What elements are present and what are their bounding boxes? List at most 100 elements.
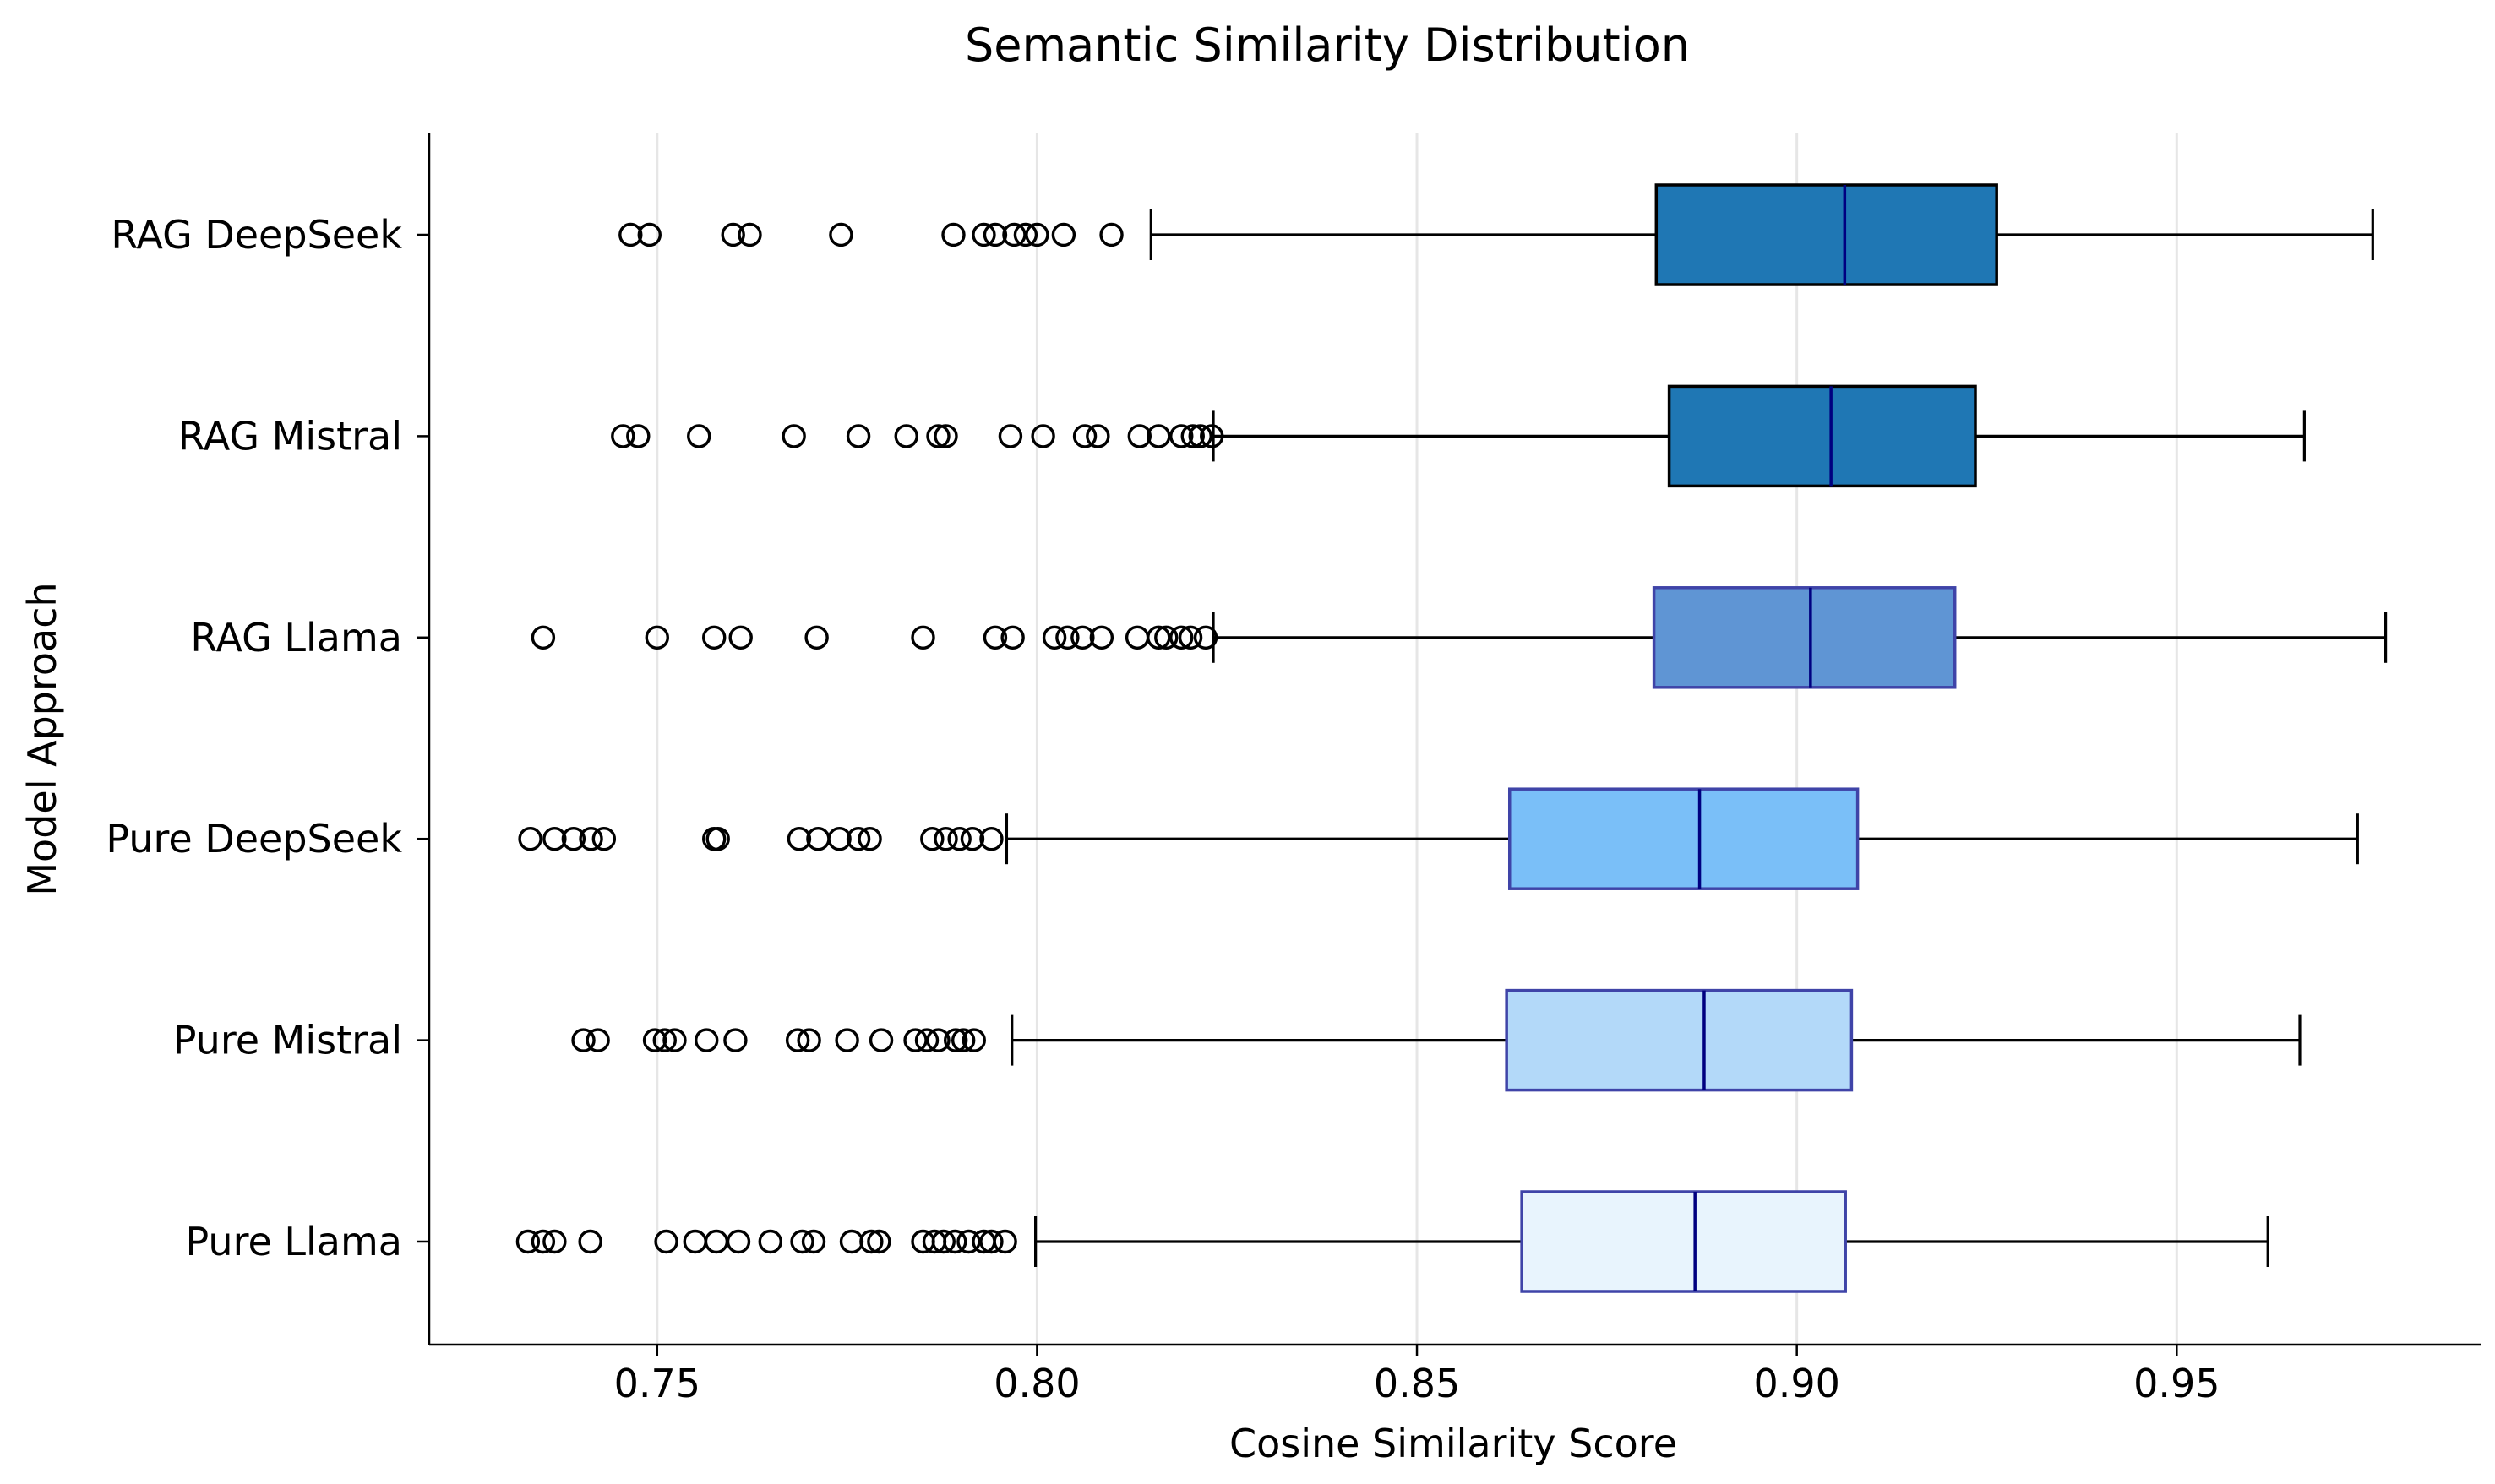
outlier-point [801, 1229, 826, 1254]
y-tick-label: Pure Llama [185, 1219, 402, 1264]
outlier-point [962, 1028, 986, 1052]
outlier-point [1200, 424, 1224, 448]
iqr-box [1654, 183, 1998, 286]
outlier-point [839, 1229, 864, 1254]
outlier-point [1086, 424, 1110, 448]
outlier-point [1180, 424, 1205, 448]
y-tick-label: RAG DeepSeek [111, 212, 402, 258]
x-tick-label: 0.85 [1374, 1361, 1460, 1406]
outlier-point [728, 625, 753, 650]
outlier-point [926, 1028, 951, 1052]
outlier-point [518, 827, 542, 851]
outlier-point [578, 1229, 602, 1254]
outlier-point [1013, 222, 1038, 247]
iqr-box [1652, 586, 1957, 689]
outlier-point [561, 827, 586, 851]
outlier-point [1154, 625, 1179, 650]
outlier-point [662, 1028, 687, 1052]
chart-title: Semantic Similarity Distribution [965, 19, 1690, 72]
outlier-point [1188, 424, 1212, 448]
boxplot-group [618, 183, 2374, 286]
outlier-point [983, 625, 1008, 650]
outlier-point [979, 1229, 1004, 1254]
x-tick-label: 0.80 [994, 1361, 1080, 1406]
outlier-point [721, 222, 745, 247]
outlier-point [683, 1229, 707, 1254]
outlier-point [1169, 625, 1194, 650]
outlier-point [943, 1028, 968, 1052]
outlier-point [846, 424, 871, 448]
outlier-point [654, 1229, 678, 1254]
outlier-point [586, 1028, 610, 1052]
outlier-point [1031, 424, 1055, 448]
outlier-point [931, 1229, 956, 1254]
x-axis-label: Cosine Similarity Score [1229, 1421, 1677, 1466]
outlier-point [943, 1229, 967, 1254]
box-layer [515, 183, 2388, 1293]
outlier-point [947, 827, 972, 851]
outlier-point [804, 625, 829, 650]
outlier-point [1147, 424, 1171, 448]
outlier-point [702, 625, 727, 650]
x-tick-label: 0.90 [1753, 1361, 1839, 1406]
outlier-point [591, 827, 617, 851]
outlier-point [726, 1229, 751, 1254]
outlier-point [827, 827, 852, 851]
outlier-point [1042, 625, 1067, 650]
outlier-point [704, 1229, 729, 1254]
boxplot-group [611, 384, 2306, 488]
outlier-point [911, 625, 935, 650]
x-tick-layer: 0.75 0.80 0.85 0.90 0.95 [614, 1345, 2220, 1406]
outlier-point [914, 1028, 940, 1052]
outlier-point [1072, 424, 1098, 448]
outlier-point [956, 1229, 981, 1254]
axes-layer [428, 133, 2481, 1346]
outlier-point [1055, 625, 1080, 650]
outlier-point [531, 625, 556, 650]
y-tick-label: Pure Mistral [173, 1018, 402, 1063]
outlier-point [998, 424, 1023, 448]
outlier-point [782, 424, 806, 448]
outlier-point [1070, 625, 1095, 650]
outlier-point [894, 424, 918, 448]
outlier-point [738, 222, 762, 247]
outlier-point [785, 1028, 810, 1052]
outlier-point [1147, 625, 1171, 650]
outlier-point [695, 1028, 719, 1052]
outlier-point [790, 1229, 814, 1254]
outlier-point [637, 222, 662, 247]
iqr-box [1507, 787, 1860, 890]
outlier-point [1169, 424, 1194, 448]
outlier-point [611, 424, 635, 448]
outlier-point [993, 1229, 1017, 1254]
outlier-point [846, 827, 871, 851]
outlier-point [1127, 424, 1152, 448]
x-tick-label: 0.95 [2133, 1361, 2220, 1406]
outlier-point [920, 827, 945, 851]
outlier-point [1125, 625, 1150, 650]
outlier-point [531, 1229, 556, 1254]
outlier-point [859, 1229, 884, 1254]
outlier-point [1178, 625, 1203, 650]
outlier-point [941, 222, 966, 247]
outlier-point [542, 1229, 567, 1254]
y-tick-layer: Pure Llama Pure Mistral Pure DeepSeek RAG L… [106, 212, 429, 1264]
outlier-point [869, 1028, 894, 1052]
boxplot-group [571, 988, 2302, 1092]
outlier-point [705, 827, 730, 851]
outlier-point [787, 827, 812, 851]
boxplot-group [515, 1190, 2269, 1293]
outlier-point [1193, 625, 1218, 650]
outlier-point [626, 424, 651, 448]
outlier-point [934, 424, 958, 448]
outlier-point [723, 1028, 748, 1052]
y-tick-label: RAG Mistral [178, 413, 402, 459]
boxplot-group [531, 586, 2388, 689]
outlier-point [960, 827, 985, 851]
outlier-point [1025, 222, 1049, 247]
outlier-point [797, 1028, 821, 1052]
outlier-point [835, 1028, 859, 1052]
outlier-point [579, 827, 603, 851]
outlier-point [1051, 222, 1076, 247]
iqr-box [1505, 988, 1854, 1092]
